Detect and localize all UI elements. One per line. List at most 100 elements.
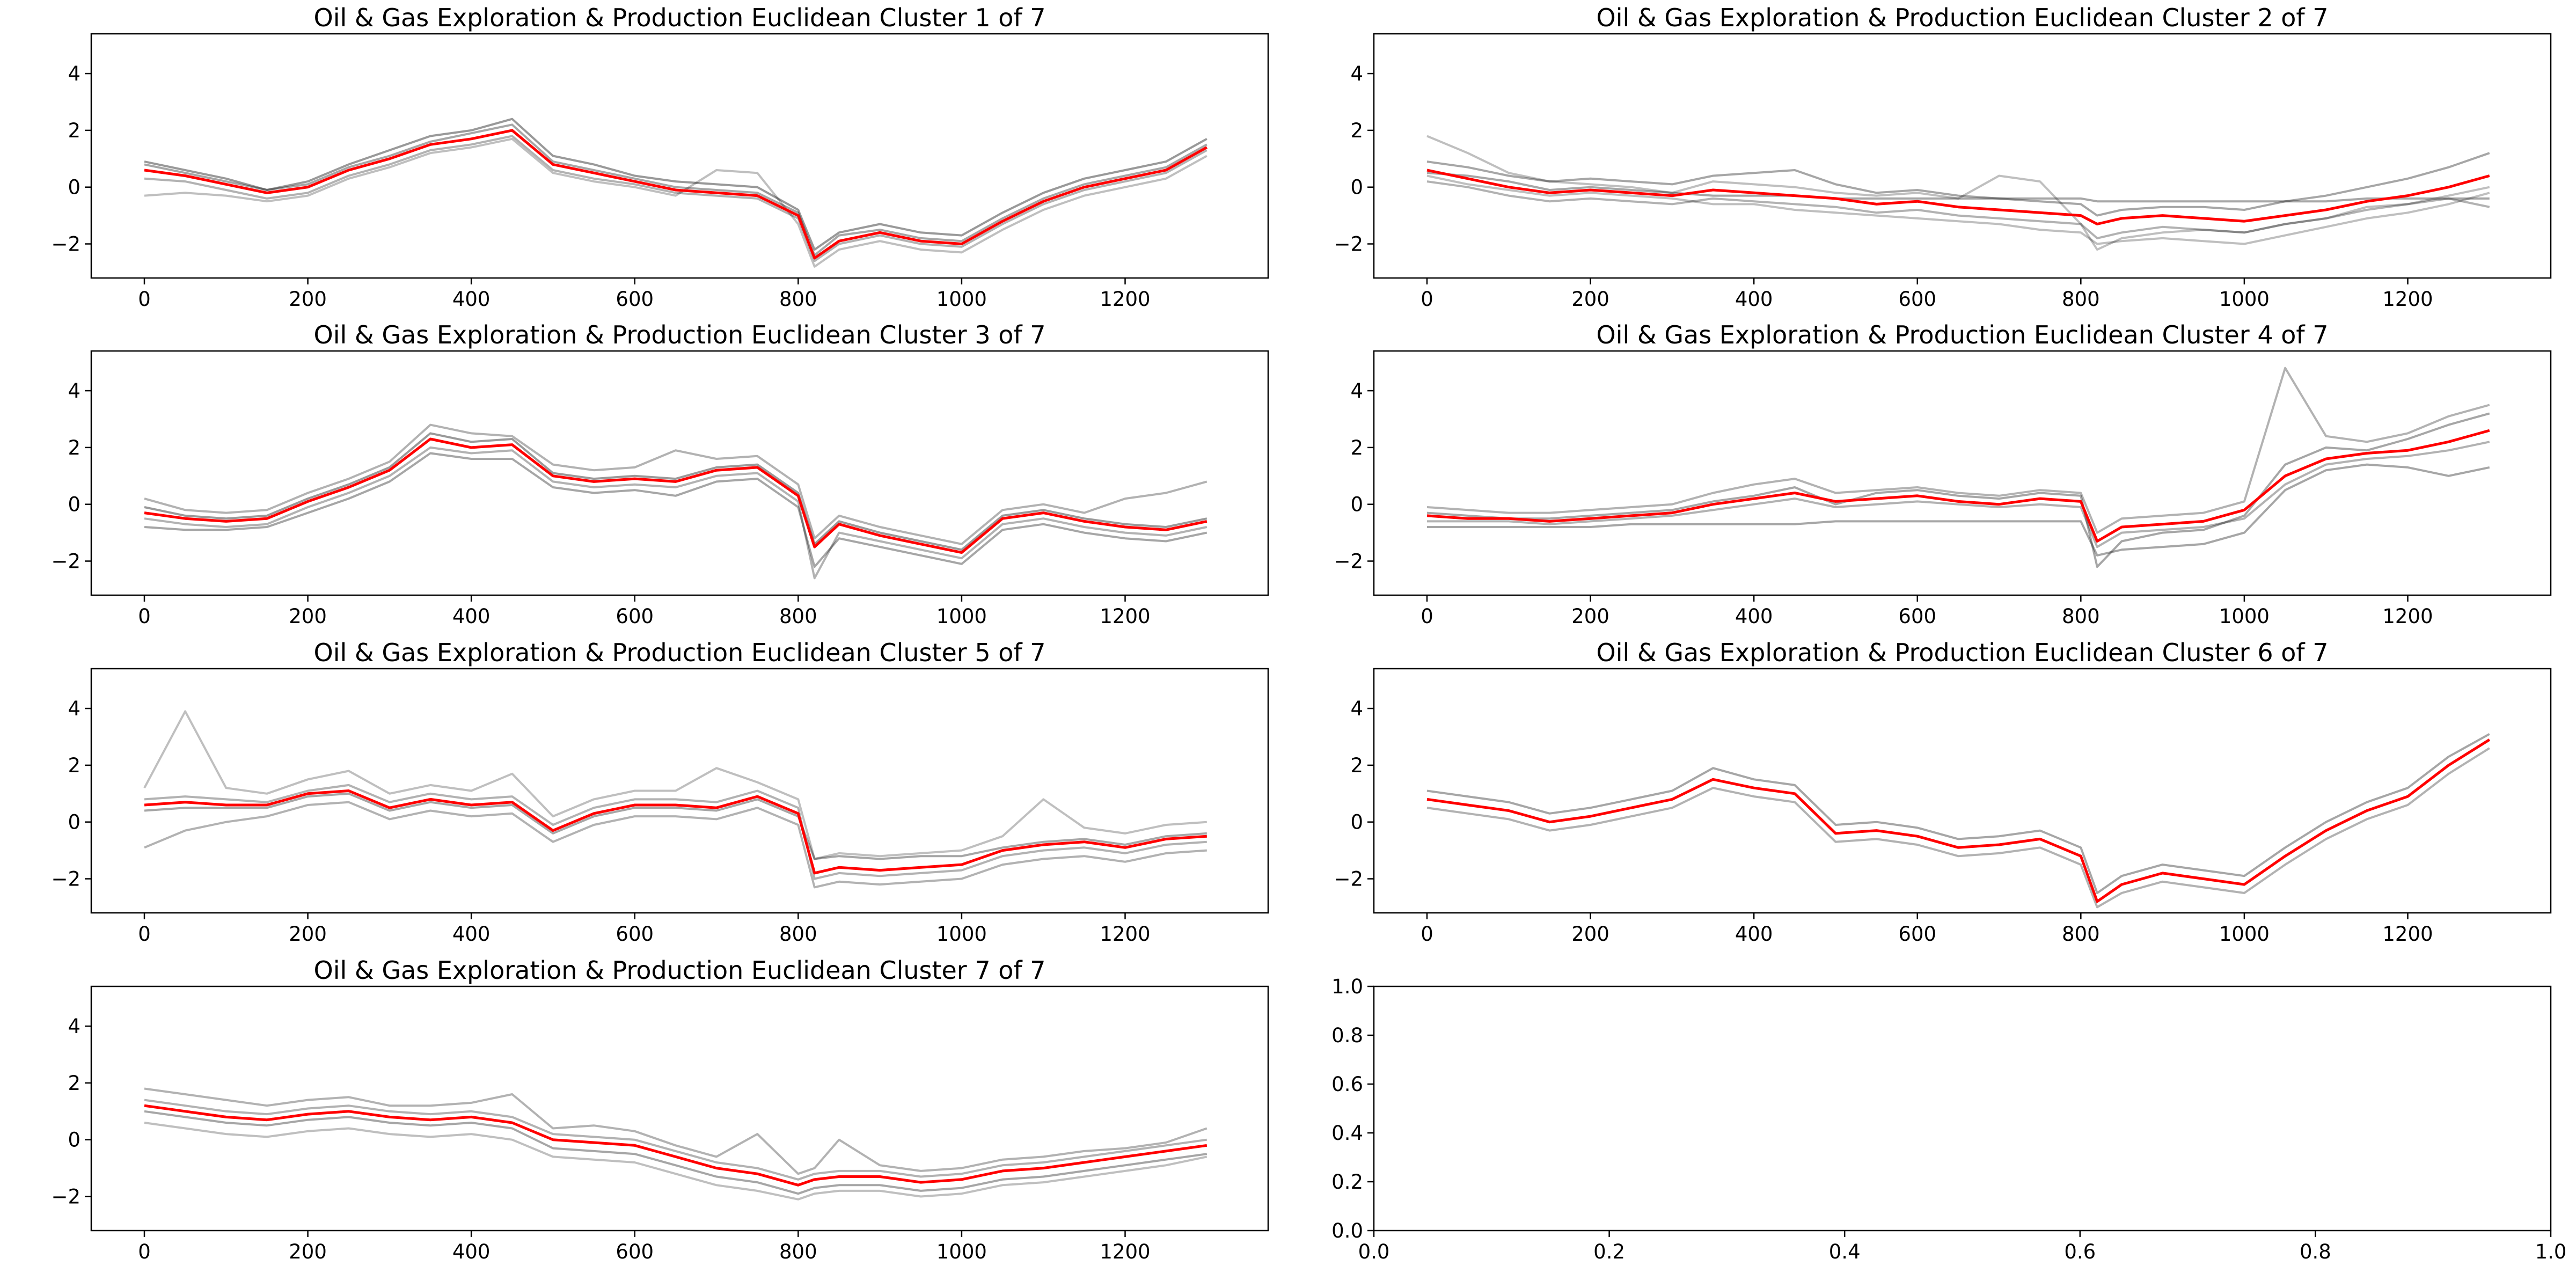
y-tick-label: 0 xyxy=(1350,176,1363,199)
y-tick-label: 0 xyxy=(68,176,80,199)
plot-area xyxy=(1426,135,2490,251)
x-tick-label: 800 xyxy=(779,923,817,946)
panel-title: Oil & Gas Exploration & Production Eucli… xyxy=(314,320,1046,349)
x-tick-label: 1000 xyxy=(936,1240,987,1263)
panel-title: Oil & Gas Exploration & Production Eucli… xyxy=(314,638,1046,667)
series-line-4 xyxy=(144,446,1208,580)
y-tick-label: 4 xyxy=(68,697,80,720)
y-tick-label: 2 xyxy=(68,754,80,777)
x-tick-label: 600 xyxy=(1898,288,1936,311)
x-tick-label: 800 xyxy=(2062,605,2100,628)
x-tick-label: 0.0 xyxy=(1358,1240,1390,1263)
series-line-5 xyxy=(1426,174,2490,245)
x-tick-label: 0.2 xyxy=(1593,1240,1625,1263)
series-line-3 xyxy=(144,792,1207,860)
series-line-3 xyxy=(1426,180,2490,239)
x-tick-label: 0 xyxy=(1421,923,1433,946)
x-tick-label: 0 xyxy=(138,1240,151,1263)
y-tick-label: 2 xyxy=(68,1072,80,1095)
x-tick-label: 0.6 xyxy=(2064,1240,2096,1263)
y-tick-label: 2 xyxy=(68,119,80,142)
y-tick-label: −2 xyxy=(51,1185,80,1209)
x-tick-label: 1200 xyxy=(2382,605,2433,628)
x-tick-label: 1200 xyxy=(1100,605,1150,628)
cluster-panel-6: Oil & Gas Exploration & Production Eucli… xyxy=(1334,638,2552,946)
cluster-panel-7: Oil & Gas Exploration & Production Eucli… xyxy=(51,956,1269,1263)
x-tick-label: 0 xyxy=(1421,605,1433,628)
axes-frame xyxy=(1373,350,2552,596)
x-tick-label: 200 xyxy=(1571,605,1609,628)
centroid-line xyxy=(1426,429,2490,543)
series-line-3 xyxy=(1426,412,2490,568)
series-line-4 xyxy=(1426,172,2490,203)
x-tick-label: 200 xyxy=(289,923,327,946)
y-tick-label: 0 xyxy=(1350,493,1363,516)
x-tick-label: 400 xyxy=(1735,923,1773,946)
x-tick-label: 600 xyxy=(616,288,654,311)
x-tick-label: 1000 xyxy=(2219,288,2270,311)
x-tick-label: 400 xyxy=(1735,605,1773,628)
axes-frame xyxy=(90,33,1269,279)
x-tick-label: 1.0 xyxy=(2535,1240,2567,1263)
centroid-line xyxy=(144,1104,1208,1187)
x-tick-label: 0.8 xyxy=(2300,1240,2331,1263)
series-line-2 xyxy=(144,801,1207,889)
y-tick-label: 0 xyxy=(1350,811,1363,834)
cluster-panel-5: Oil & Gas Exploration & Production Eucli… xyxy=(51,638,1269,946)
series-line-1 xyxy=(1426,367,2490,534)
x-tick-label: 200 xyxy=(289,1240,327,1263)
panel-title: Oil & Gas Exploration & Production Eucli… xyxy=(314,3,1046,32)
x-tick-label: 400 xyxy=(452,1240,491,1263)
series-line-1 xyxy=(143,710,1207,860)
series-line-2 xyxy=(144,137,1208,268)
series-line-1 xyxy=(144,118,1208,251)
x-tick-label: 0 xyxy=(1421,288,1433,311)
y-tick-label: 0.6 xyxy=(1331,1073,1363,1096)
x-tick-label: 1000 xyxy=(936,923,987,946)
axes-frame xyxy=(1373,668,2552,914)
centroid-line xyxy=(1426,169,2490,225)
plot-area xyxy=(1426,367,2490,568)
cluster-panel-8: 0.0 0.2 0.4 0.6 0.8 1.0 0.0 0.2 0.4 0.6 0.8 1.0 xyxy=(1331,975,2566,1263)
y-tick-label: 2 xyxy=(1350,754,1363,777)
x-tick-label: 0 xyxy=(138,605,151,628)
x-tick-label: 200 xyxy=(289,288,327,311)
plot-area xyxy=(143,710,1207,889)
series-line-2 xyxy=(144,452,1208,568)
x-tick-label: 1000 xyxy=(2219,923,2270,946)
y-tick-label: 0 xyxy=(68,493,80,516)
plot-area xyxy=(1426,733,2491,909)
series-line-4 xyxy=(144,784,1207,880)
x-tick-label: 200 xyxy=(289,605,327,628)
series-line-2 xyxy=(144,1110,1208,1195)
series-line-3 xyxy=(144,123,1208,257)
plot-area xyxy=(144,1087,1208,1201)
x-tick-label: 600 xyxy=(616,605,654,628)
y-tick-label: −2 xyxy=(51,868,80,891)
y-tick-label: 4 xyxy=(1350,62,1363,85)
plot-area xyxy=(144,423,1208,580)
series-line-3 xyxy=(144,432,1208,551)
x-tick-label: 0 xyxy=(138,923,151,946)
y-tick-label: 2 xyxy=(1350,119,1363,142)
x-tick-label: 800 xyxy=(2062,288,2100,311)
x-tick-label: 1000 xyxy=(2219,605,2270,628)
x-tick-label: 600 xyxy=(1898,605,1936,628)
x-tick-label: 800 xyxy=(779,288,817,311)
series-line-4 xyxy=(1427,441,2490,548)
panel-title: Oil & Gas Exploration & Production Eucli… xyxy=(1597,638,2329,667)
y-tick-label: 1.0 xyxy=(1331,975,1363,998)
axes-frame xyxy=(90,350,1269,596)
series-line-1 xyxy=(144,1087,1208,1175)
axes-frame xyxy=(1373,985,2552,1232)
series-line-4 xyxy=(144,1122,1208,1201)
y-tick-label: −2 xyxy=(1334,550,1363,573)
y-tick-label: −2 xyxy=(1334,233,1363,256)
y-tick-label: 2 xyxy=(1350,436,1363,459)
x-tick-label: 800 xyxy=(779,605,817,628)
axes-frame xyxy=(90,985,1269,1232)
x-tick-label: 0.4 xyxy=(1829,1240,1861,1263)
x-tick-label: 1200 xyxy=(2382,288,2433,311)
y-tick-label: 4 xyxy=(68,379,80,402)
x-tick-label: 600 xyxy=(616,923,654,946)
